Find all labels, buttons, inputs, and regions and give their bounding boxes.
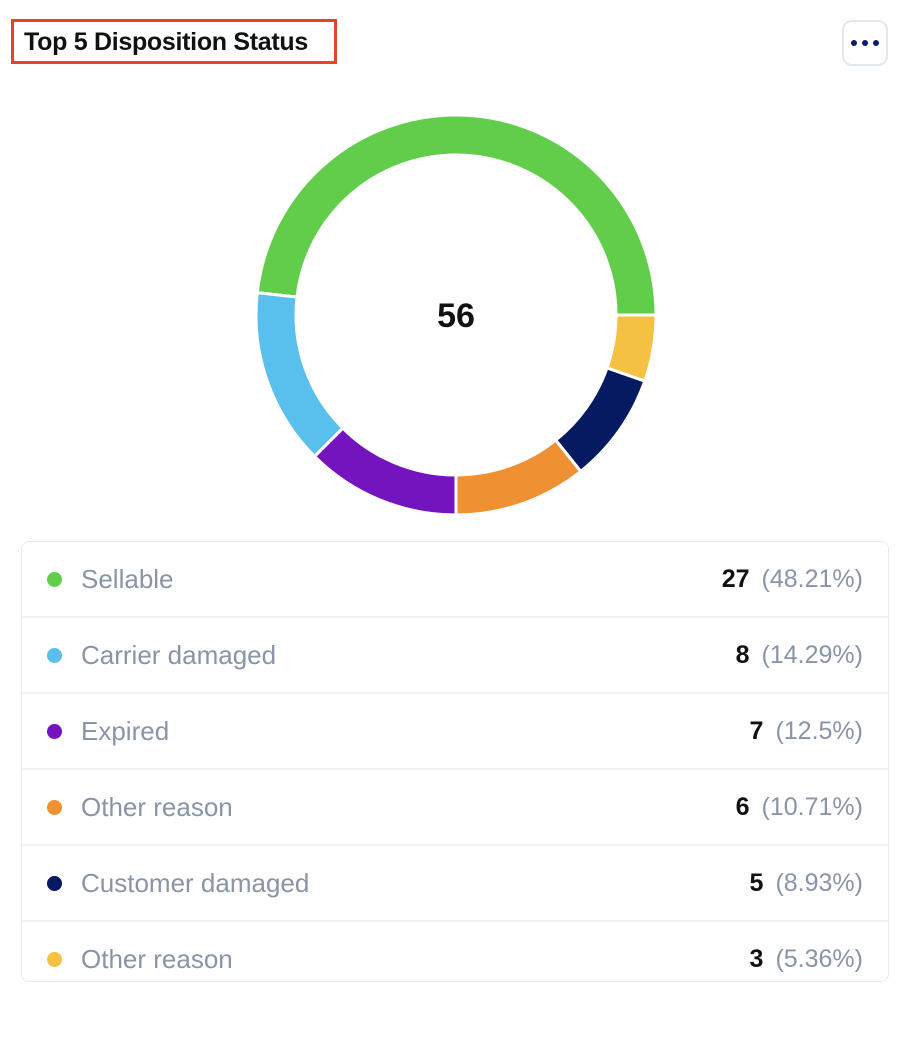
legend-percent: (12.5%) <box>775 716 863 745</box>
legend-percent: (8.93%) <box>775 868 863 897</box>
legend-label: Other reason <box>81 943 233 974</box>
legend-count: 3 <box>749 944 764 973</box>
legend-swatch-icon <box>47 951 62 967</box>
more-horizontal-icon <box>851 40 857 46</box>
legend-swatch-icon <box>47 723 62 739</box>
legend-label: Sellable <box>81 563 174 594</box>
legend-swatch-icon <box>47 647 62 663</box>
more-horizontal-icon <box>862 40 868 46</box>
legend-item[interactable]: Expired 7 (12.5%) <box>22 694 888 770</box>
legend-swatch-icon <box>47 571 62 587</box>
legend-label: Expired <box>81 715 170 746</box>
donut-slice-other-reason[interactable] <box>454 437 583 517</box>
donut-slice-expired[interactable] <box>312 426 458 517</box>
legend-swatch-icon <box>47 875 62 891</box>
legend: Sellable 27 (48.21%) Carrier damaged 8 (… <box>21 541 889 982</box>
legend-swatch-icon <box>47 799 62 815</box>
legend-percent: (14.29%) <box>761 640 863 669</box>
legend-count: 27 <box>721 564 750 593</box>
legend-label: Customer damaged <box>81 867 310 898</box>
widget-title: Top 5 Disposition Status <box>24 28 309 56</box>
legend-percent: (48.21%) <box>761 564 863 593</box>
legend-label: Other reason <box>81 791 233 822</box>
legend-count: 6 <box>735 792 750 821</box>
legend-percent: (10.71%) <box>761 792 863 821</box>
total-count: 56 <box>437 297 475 335</box>
legend-count: 7 <box>749 716 764 745</box>
donut-slice-sellable[interactable] <box>255 113 658 317</box>
legend-percent: (5.36%) <box>775 944 863 973</box>
legend-item[interactable]: Other reason 3 (5.36%) <box>22 922 888 981</box>
more-options-button[interactable] <box>842 20 888 66</box>
legend-label: Carrier damaged <box>81 639 277 670</box>
donut-slice-customer-damaged[interactable] <box>553 365 647 474</box>
legend-count: 8 <box>735 640 750 669</box>
legend-count: 5 <box>749 868 764 897</box>
donut-chart: 56 <box>254 113 658 517</box>
more-horizontal-icon <box>873 40 879 46</box>
legend-item[interactable]: Customer damaged 5 (8.93%) <box>22 846 888 922</box>
title-highlight-box: Top 5 Disposition Status <box>11 19 337 64</box>
legend-item[interactable]: Carrier damaged 8 (14.29%) <box>22 618 888 694</box>
donut-slice-carrier-damaged[interactable] <box>254 290 345 459</box>
legend-item[interactable]: Other reason 6 (10.71%) <box>22 770 888 846</box>
donut-slice-other-reason[interactable] <box>605 313 658 383</box>
legend-item[interactable]: Sellable 27 (48.21%) <box>22 542 888 618</box>
